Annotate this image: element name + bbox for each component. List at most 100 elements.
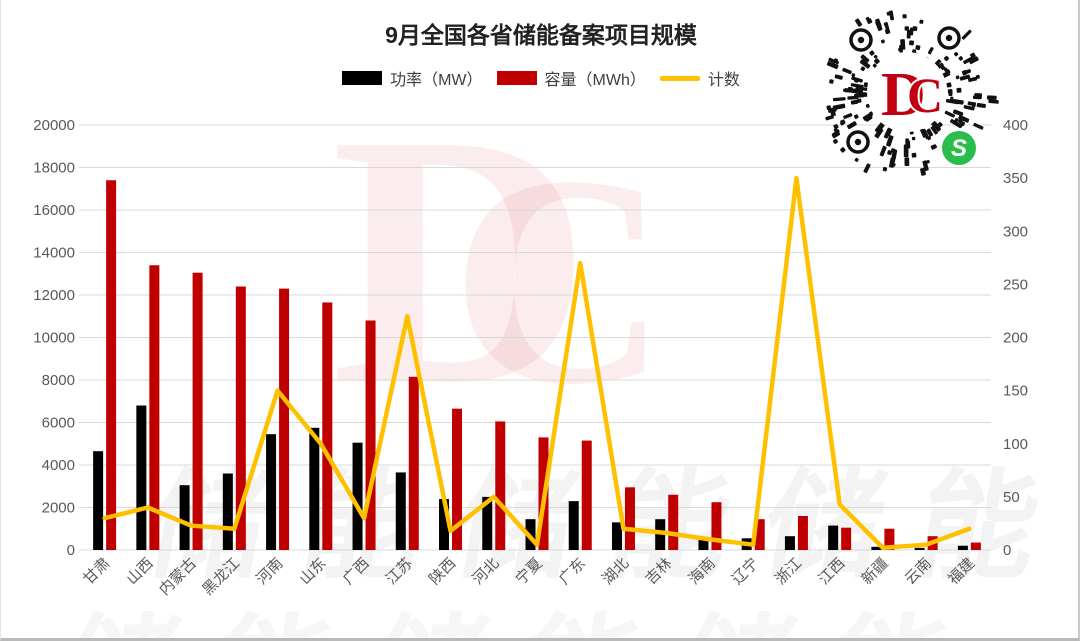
bar-capacity-广西: [365, 320, 376, 550]
right-axis-tick-label: 250: [1003, 276, 1028, 293]
qr-dot: [919, 19, 924, 24]
qr-dot: [915, 44, 921, 51]
qr-dot: [873, 58, 880, 65]
qr-dot: [945, 98, 959, 105]
left-axis-tick-label: 8000: [42, 372, 75, 389]
qr-dot: [880, 39, 885, 44]
qr-dot: [843, 113, 853, 120]
x-axis-label-新疆: 新疆: [858, 555, 891, 588]
qr-logo-letter-c: C: [907, 67, 943, 123]
qr-logo-letter-d: D: [881, 61, 926, 129]
right-axis-tick-label: 0: [1003, 542, 1011, 559]
x-axis-label-山东: 山东: [296, 555, 329, 588]
right-axis-tick-label: 400: [1003, 117, 1028, 134]
qr-dot: [840, 121, 845, 126]
bar-power-新疆: [871, 546, 882, 550]
x-axis-label-广西: 广西: [340, 555, 373, 588]
qr-dot: [956, 87, 962, 93]
qr-dot: [963, 55, 975, 65]
qr-dot: [886, 135, 894, 147]
qr-dot: [879, 145, 887, 157]
count-series-swatch: [659, 75, 700, 81]
bar-power-浙江: [784, 536, 795, 550]
capacity-series-swatch: [496, 71, 537, 85]
left-axis-tick-label: 0: [67, 542, 75, 559]
qr-dot: [891, 149, 898, 160]
bar-power-山东: [309, 427, 320, 550]
bar-power-陕西: [439, 499, 450, 550]
qr-dot: [961, 29, 972, 40]
bar-capacity-河北: [495, 421, 506, 550]
bar-capacity-海南: [711, 502, 722, 550]
qr-dot: [954, 117, 959, 122]
qr-dot: [973, 122, 984, 130]
bar-capacity-河南: [279, 288, 290, 550]
qr-dot: [988, 99, 999, 104]
qr-dot: [946, 82, 952, 88]
bar-power-河北: [482, 496, 493, 550]
qr-dot: [847, 86, 853, 92]
qr-dot: [847, 95, 859, 100]
qr-logo-bg: [867, 52, 947, 132]
qr-dot: [833, 123, 839, 130]
qr-dot: [912, 26, 918, 32]
qr-dot: [854, 18, 863, 27]
bar-capacity-新疆: [884, 528, 895, 550]
bar-capacity-浙江: [797, 516, 808, 550]
qr-dot: [825, 114, 834, 121]
qr-dot: [926, 128, 931, 133]
qr-dot: [853, 114, 859, 120]
bar-power-内蒙古: [179, 485, 190, 550]
bar-power-云南: [914, 547, 925, 550]
chart-title: 9月全国各省储能备案项目规模: [385, 22, 697, 48]
qr-dot: [920, 167, 926, 176]
bar-capacity-山西: [149, 265, 160, 550]
qr-dot: [851, 73, 856, 78]
qr-dot: [826, 61, 839, 70]
bar-power-黑龙江: [222, 473, 233, 550]
qr-dot: [863, 163, 871, 174]
x-axis-label-山西: 山西: [123, 555, 156, 588]
qr-dot: [829, 79, 834, 84]
qr-dot: [832, 97, 846, 102]
qr-dot: [826, 105, 832, 110]
qr-eye-dot: [857, 36, 865, 44]
legend-item-capacity: 容量（MWh）: [496, 66, 646, 90]
qr-dot: [875, 20, 883, 32]
qr-dot: [851, 88, 864, 94]
x-axis-label-浙江: 浙江: [772, 555, 805, 588]
qr-dot: [955, 75, 960, 80]
qr-dot: [912, 49, 917, 54]
qr-dot: [937, 121, 943, 128]
qr-dot: [883, 22, 888, 26]
qr-dot: [833, 128, 838, 133]
qr-dot: [860, 54, 870, 63]
qr-eye-dot: [945, 34, 953, 42]
qr-dot: [961, 69, 968, 76]
bar-power-甘肃: [93, 451, 104, 550]
bar-power-湖北: [611, 522, 622, 550]
bar-capacity-黑龙江: [235, 286, 246, 550]
qr-dot: [958, 115, 970, 123]
qr-dot: [840, 147, 846, 153]
x-axis-label-河北: 河北: [469, 555, 502, 588]
qr-dot: [958, 56, 964, 61]
qr-dot: [971, 103, 976, 108]
qr-dot: [865, 103, 870, 108]
qr-dot: [930, 144, 936, 150]
x-axis-label-河南: 河南: [253, 555, 286, 588]
right-axis-tick-label: 350: [1003, 170, 1028, 187]
right-axis-tick-label: 50: [1003, 489, 1020, 506]
qr-dot: [887, 150, 893, 156]
qr-dot: [874, 127, 884, 139]
qr-dot: [922, 160, 929, 172]
x-axis-label-江苏: 江苏: [383, 555, 416, 588]
count-line: [102, 175, 972, 551]
qr-dot: [943, 55, 950, 62]
left-axis-tick-label: 6000: [42, 415, 75, 432]
qr-dot: [902, 14, 907, 19]
left-axis-tick-label: 14000: [33, 245, 75, 262]
qr-dot: [944, 110, 955, 118]
qr-dot: [828, 57, 837, 64]
